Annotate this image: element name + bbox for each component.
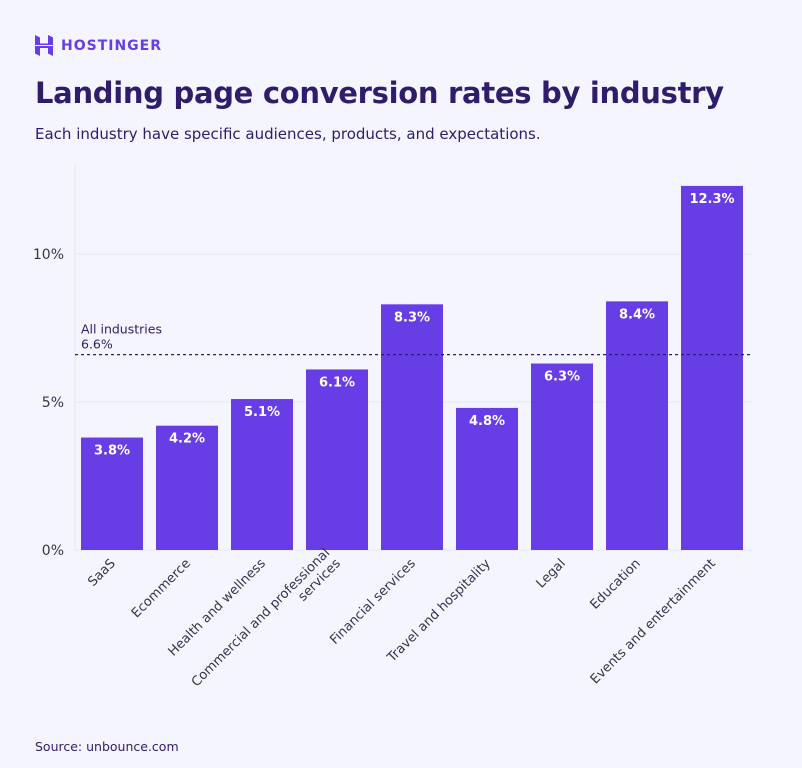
hostinger-logo-icon [35, 35, 53, 56]
bar-value-label: 6.1% [319, 375, 355, 390]
x-tick-label: SaaS [85, 556, 119, 590]
bar-value-label: 6.3% [544, 370, 580, 385]
bar [306, 369, 368, 550]
bar [231, 399, 293, 550]
brand-logo: HOSTINGER [35, 35, 162, 56]
x-tick-label: Legal [534, 556, 569, 591]
x-tick-label: Education [587, 556, 643, 612]
reference-line-value: 6.6% [81, 337, 113, 352]
reference-line-label: All industries [81, 322, 162, 337]
bar [81, 437, 143, 550]
bar-value-label: 3.8% [94, 444, 130, 459]
bar [531, 363, 593, 550]
y-tick-label: 5% [42, 395, 64, 411]
bar [456, 407, 518, 550]
bar-value-label: 8.3% [394, 310, 430, 325]
bar-value-label: 4.8% [469, 414, 505, 429]
y-tick-label: 0% [42, 543, 64, 559]
bar [381, 304, 443, 550]
bar [156, 425, 218, 550]
source-note: Source: unbounce.com [35, 739, 179, 754]
page-title: Landing page conversion rates by industr… [35, 76, 724, 110]
subtitle: Each industry have specific audiences, p… [35, 125, 541, 143]
x-tick-label: Events and entertainment [588, 556, 719, 687]
bar-value-label: 5.1% [244, 405, 280, 420]
bar-value-label: 12.3% [689, 192, 734, 207]
y-tick-label: 10% [33, 247, 64, 263]
bar [681, 185, 743, 551]
bar-value-label: 8.4% [619, 307, 655, 322]
brand-name: HOSTINGER [61, 37, 163, 54]
x-tick-label: Ecommerce [129, 556, 194, 621]
bar-value-label: 4.2% [169, 432, 205, 447]
bar [606, 301, 668, 550]
